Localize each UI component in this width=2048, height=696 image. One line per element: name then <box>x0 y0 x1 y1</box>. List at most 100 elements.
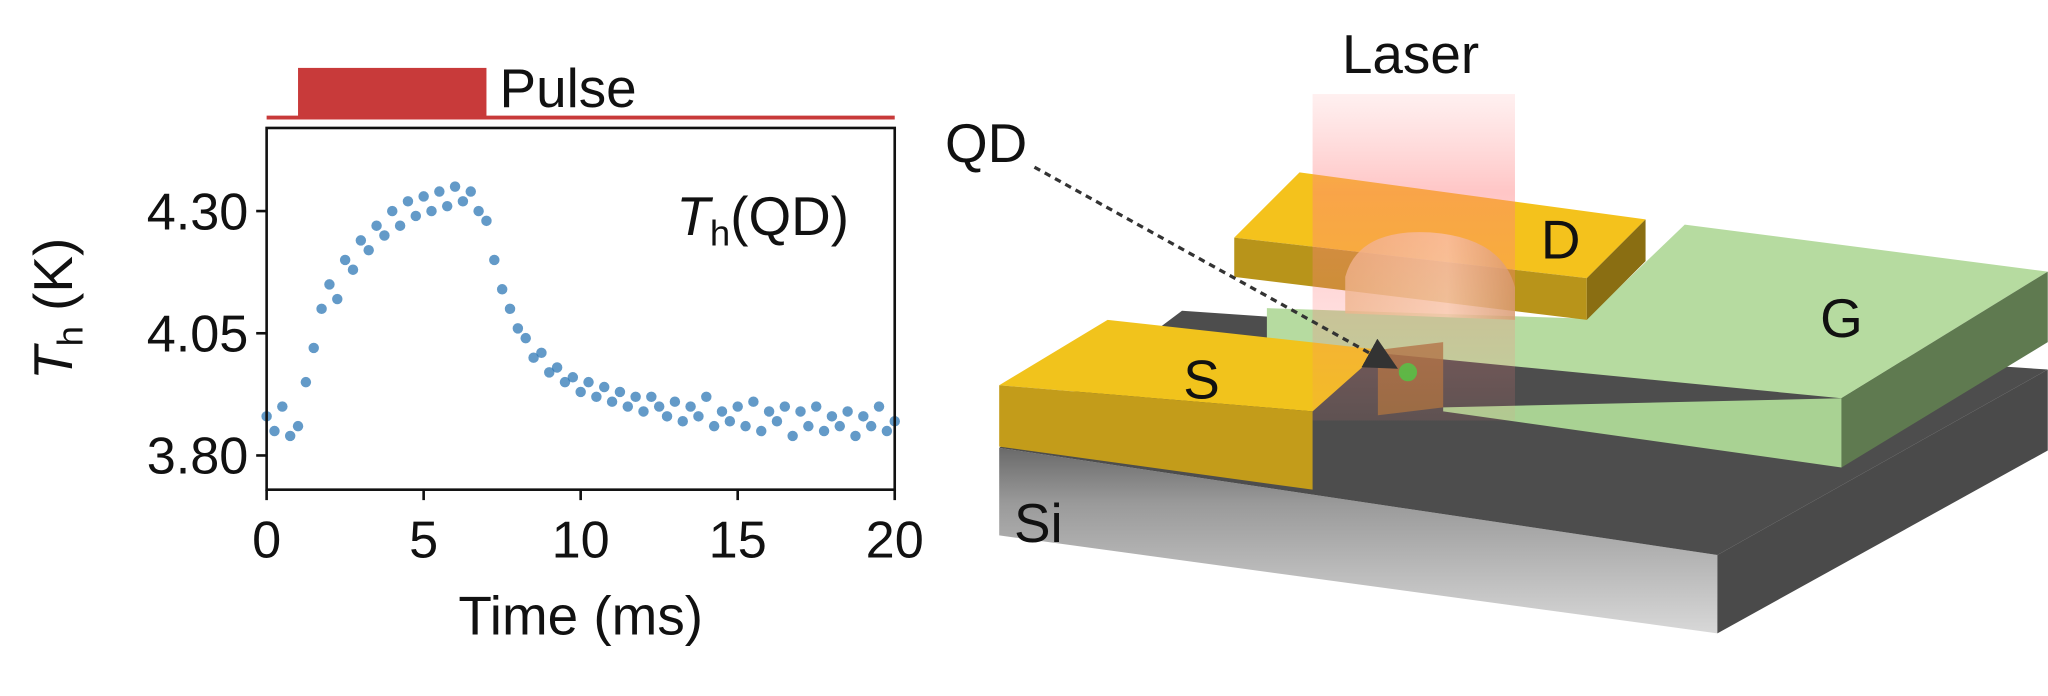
data-point <box>630 391 641 403</box>
data-point <box>434 186 445 197</box>
data-point <box>316 303 327 315</box>
data-point <box>347 264 359 275</box>
data-point <box>292 420 304 432</box>
data-point <box>559 376 571 388</box>
data-point <box>426 205 437 217</box>
drain-label: D <box>1541 209 1581 271</box>
annotation-subscript: h <box>710 212 730 253</box>
data-point <box>865 420 877 432</box>
data-point <box>661 411 673 422</box>
x-tick-label: 20 <box>866 512 924 570</box>
data-point <box>803 420 814 432</box>
y-tick-label: 4.30 <box>147 183 249 241</box>
data-point <box>599 381 610 393</box>
data-point <box>834 420 845 432</box>
y-tick-label: 4.05 <box>147 306 249 364</box>
data-point <box>371 220 382 231</box>
data-point <box>873 401 885 412</box>
data-point <box>575 386 586 398</box>
data-point <box>850 430 861 442</box>
data-point <box>449 181 461 192</box>
data-point <box>504 303 516 315</box>
data-point <box>708 420 720 432</box>
data-point <box>787 430 798 442</box>
substrate-side <box>1717 369 2048 634</box>
x-tick-label: 15 <box>709 512 767 570</box>
data-point <box>677 416 688 427</box>
data-point <box>441 200 453 212</box>
y-axis-label: Th (K) <box>22 238 90 380</box>
data-point <box>763 406 775 417</box>
gate-front <box>1841 271 2048 468</box>
data-point <box>489 254 500 266</box>
data-point <box>614 386 626 398</box>
data-point <box>528 352 539 363</box>
data-point <box>653 401 665 412</box>
data-point <box>308 342 319 354</box>
data-point <box>379 230 390 241</box>
data-point <box>842 406 853 417</box>
x-tick-label: 5 <box>409 512 438 570</box>
annotation-symbol: T <box>676 185 713 247</box>
data-point <box>716 406 728 417</box>
x-tick-label: 10 <box>552 512 610 570</box>
data-point <box>300 376 312 388</box>
device-diagram: Laser QD D S G Si <box>945 23 2048 634</box>
data-point <box>457 196 469 207</box>
plot-frame <box>265 126 897 491</box>
data-point <box>269 425 280 437</box>
x-axis-label: Time (ms) <box>458 585 703 647</box>
substrate-front <box>999 447 1718 634</box>
data-point <box>339 254 351 266</box>
data-point <box>646 391 657 403</box>
data-point <box>810 401 822 412</box>
data-point <box>567 372 579 383</box>
y-axis-label-rest: (K) <box>22 238 84 326</box>
pulse-bar <box>298 67 487 118</box>
data-point <box>481 215 492 227</box>
gate-front2 <box>1443 398 1842 468</box>
y-axis-label-subscript: h <box>50 326 91 346</box>
y-tick-label: 3.80 <box>147 428 249 486</box>
data-point <box>363 244 374 256</box>
data-point <box>818 425 830 437</box>
gate-label: G <box>1820 287 1863 349</box>
data-point <box>465 186 476 197</box>
y-axis-label-symbol: T <box>22 343 84 380</box>
data-point <box>512 323 524 334</box>
data-point <box>284 430 296 442</box>
data-point <box>724 416 736 427</box>
data-point <box>520 332 531 344</box>
data-point <box>324 279 335 290</box>
data-point <box>732 401 743 412</box>
source-front <box>999 385 1313 490</box>
data-point <box>355 235 367 246</box>
data-point <box>779 401 791 412</box>
data-point <box>826 411 838 422</box>
data-point <box>693 411 704 422</box>
data-point <box>496 284 508 295</box>
laser-label: Laser <box>1342 23 1479 85</box>
data-point <box>756 425 767 437</box>
data-point <box>332 293 343 305</box>
pulse-label: Pulse <box>500 57 637 119</box>
annotation-rest: (QD) <box>730 185 849 247</box>
data-point <box>685 401 696 412</box>
data-point <box>591 391 602 403</box>
laser-beam <box>1312 94 1515 421</box>
data-point <box>858 411 869 422</box>
data-point <box>748 396 759 407</box>
data-point <box>536 347 547 359</box>
data-point <box>881 425 893 437</box>
data-point <box>606 396 618 407</box>
data-point <box>771 416 783 427</box>
data-point <box>410 210 422 222</box>
data-point <box>473 205 484 217</box>
data-point <box>418 191 429 202</box>
drain-side <box>1586 219 1646 320</box>
qd-pointer <box>1033 165 1398 369</box>
data-point <box>622 401 634 412</box>
data-point <box>669 396 681 407</box>
